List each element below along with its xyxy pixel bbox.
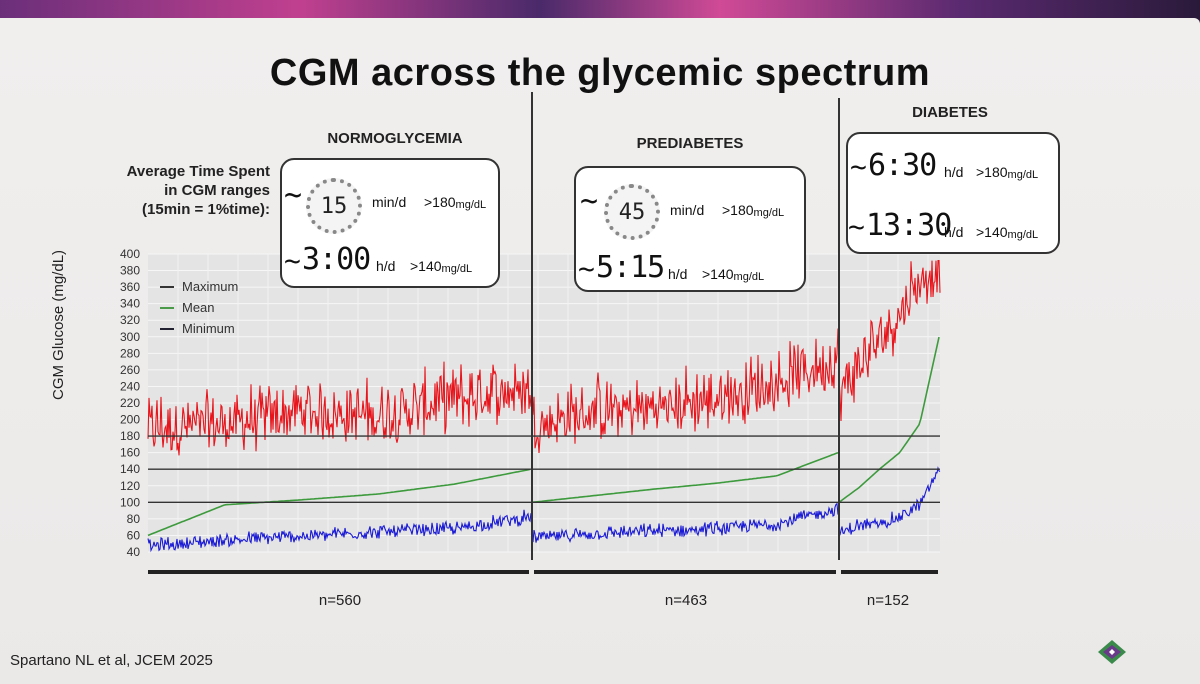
side-label-line-3: (15min = 1%time):	[142, 201, 270, 218]
series-maximum-group-3	[838, 260, 941, 422]
approx-sign: ~	[580, 184, 598, 219]
y-tick-100: 100	[120, 495, 140, 509]
n-label-diabetes: n=152	[866, 592, 910, 609]
series-maximum-group-2	[531, 328, 839, 454]
stat-range: >140mg/dL	[702, 266, 765, 283]
chart-legend: Maximum Mean Minimum	[160, 276, 238, 339]
y-tick-400: 400	[120, 247, 140, 261]
stat-value-large: 3:00	[302, 242, 371, 277]
y-tick-300: 300	[120, 330, 140, 344]
y-tick-40: 40	[127, 545, 141, 559]
y-tick-280: 280	[120, 346, 140, 360]
y-tick-140: 140	[120, 462, 140, 476]
group-divider-2	[838, 98, 840, 560]
stat-unit: min/d	[372, 194, 407, 210]
y-tick-160: 160	[120, 446, 140, 460]
y-tick-340: 340	[120, 297, 140, 311]
minutes-ring-prediabetes: 45	[604, 184, 660, 240]
slide-title: CGM across the glycemic spectrum	[269, 52, 931, 94]
legend-item-minimum: Minimum	[160, 318, 238, 339]
stat-value-large: 13:30	[866, 208, 952, 243]
y-tick-80: 80	[127, 512, 141, 526]
y-tick-200: 200	[120, 413, 140, 427]
stat-unit: h/d	[376, 258, 396, 274]
logo-icon	[1098, 640, 1126, 664]
series-minimum-group-2	[531, 502, 839, 543]
stat-range: >180mg/dL	[976, 164, 1039, 181]
stat-value-large: 5:15	[596, 250, 665, 285]
approx-sign: ~	[578, 252, 595, 285]
minutes-ring-normoglycemia: 15	[306, 178, 362, 234]
stat-range: >180mg/dL	[424, 194, 487, 211]
y-tick-360: 360	[120, 280, 140, 294]
approx-sign: ~	[848, 210, 865, 243]
side-label-line-2: in CGM ranges	[164, 182, 270, 199]
group-label-prediabetes: PREDIABETES	[636, 135, 744, 152]
series-maximum-group-1	[147, 361, 532, 456]
stat-range: >140mg/dL	[410, 258, 473, 275]
y-tick-380: 380	[120, 264, 140, 278]
stat-unit: min/d	[670, 202, 705, 218]
n-label-prediabetes: n=463	[664, 592, 708, 609]
stat-value: 15	[320, 193, 348, 219]
group-label-normoglycemia: NORMOGLYCEMIA	[327, 130, 463, 147]
y-axis-title: CGM Glucose (mg/dL)	[50, 249, 67, 400]
y-tick-260: 260	[120, 363, 140, 377]
series-minimum-group-1	[147, 509, 532, 553]
approx-sign: ~	[284, 244, 301, 277]
y-tick-220: 220	[120, 396, 140, 410]
side-label-line-1: Average Time Spent	[126, 163, 270, 180]
y-tick-120: 120	[120, 479, 140, 493]
stat-value: 45	[618, 199, 646, 225]
stat-unit: h/d	[944, 164, 964, 180]
y-tick-60: 60	[127, 528, 141, 542]
n-label-normoglycemia: n=560	[318, 592, 362, 609]
stat-value-large: 6:30	[868, 148, 937, 183]
y-tick-320: 320	[120, 313, 140, 327]
stat-unit: h/d	[668, 266, 688, 282]
group-divider-1	[531, 92, 533, 560]
stat-range: >140mg/dL	[976, 224, 1039, 241]
time-in-range-label: Average Time Spent in CGM ranges (15min …	[70, 162, 270, 219]
approx-sign: ~	[284, 178, 302, 213]
legend-item-maximum: Maximum	[160, 276, 238, 297]
citation: Spartano NL et al, JCEM 2025	[10, 652, 213, 669]
series-mean-group-1	[147, 468, 531, 537]
y-tick-240: 240	[120, 379, 140, 393]
series-mean-group-3	[838, 336, 940, 503]
approx-sign: ~	[850, 150, 867, 183]
slide-top-banner	[0, 0, 1200, 22]
legend-item-mean: Mean	[160, 297, 238, 318]
y-tick-180: 180	[120, 429, 140, 443]
series-mean-group-2	[531, 451, 839, 504]
series-minimum-group-3	[838, 466, 941, 536]
group-label-diabetes: DIABETES	[912, 104, 988, 121]
stat-box-diabetes	[846, 132, 1060, 254]
stat-unit: h/d	[944, 224, 964, 240]
stat-range: >180mg/dL	[722, 202, 785, 219]
